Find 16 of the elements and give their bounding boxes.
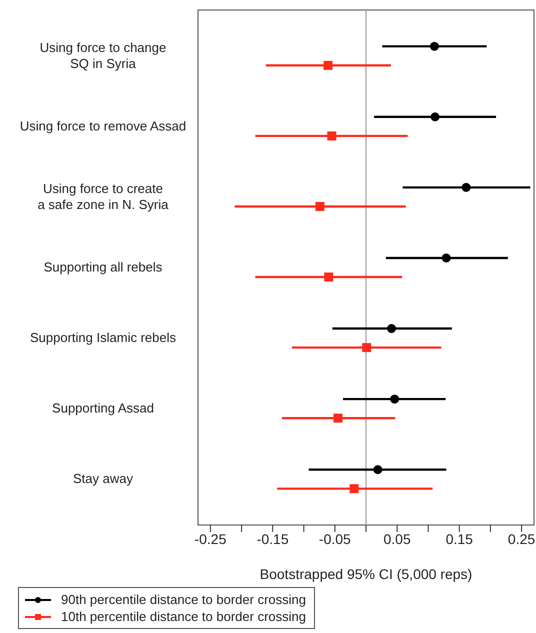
x-tick-label: 0.05: [383, 530, 411, 547]
y-tick-label: Using force to create a safe zone in N. Syria: [38, 180, 170, 212]
x-tick-label: -0.15: [256, 530, 289, 547]
y-tick-label: Using force to remove Assad: [20, 118, 186, 134]
x-tick-label: -0.05: [318, 530, 352, 547]
y-tick-label: Supporting Assad: [52, 400, 154, 416]
legend-label: 10th percentile distance to border crossing: [61, 608, 306, 625]
x-axis-title: Bootstrapped 95% CI (5,000 reps): [260, 566, 472, 582]
y-tick-label: Stay away: [73, 471, 134, 486]
x-tick-label: 0.25: [508, 530, 536, 547]
y-tick-label: Supporting Islamic rebels: [30, 330, 176, 346]
x-tick-label: -0.25: [194, 530, 227, 547]
y-tick-label: Supporting all rebels: [44, 260, 163, 274]
x-tick-label: 0.15: [446, 530, 474, 547]
y-tick-label: Using force to change SQ in Syria: [40, 40, 166, 71]
legend-label: 90th percentile distance to border crossing: [61, 591, 306, 608]
